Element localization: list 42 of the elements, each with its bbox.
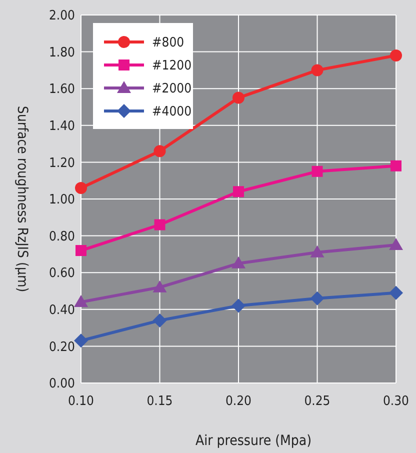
point: [233, 186, 244, 198]
x-tick-label: 0.30: [382, 394, 410, 409]
y-tick-label: 0.40: [48, 302, 75, 318]
point: [311, 64, 324, 76]
legend-label: #800: [152, 36, 184, 51]
y-tick-label: 0.00: [48, 376, 75, 392]
point: [389, 238, 403, 250]
x-axis-title: Air pressure (Mpa): [195, 433, 312, 449]
point: [74, 295, 88, 308]
legend-label: #2000: [152, 82, 192, 97]
x-tick-label: 0.15: [146, 394, 173, 409]
y-tick-label: 0.80: [48, 229, 75, 244]
y-tick-label: 1.00: [48, 192, 75, 208]
y-tick-label: 1.40: [48, 118, 75, 134]
point: [390, 49, 402, 62]
point: [152, 313, 167, 328]
point: [74, 334, 88, 348]
x-tick-label: 0.25: [304, 394, 330, 409]
legend-label: #1200: [152, 58, 192, 74]
point: [76, 245, 86, 256]
point: [389, 286, 403, 300]
x-tick-label: 0.20: [225, 394, 252, 409]
point: [154, 219, 166, 230]
point: [152, 280, 167, 292]
point: [390, 160, 402, 172]
legend-label: #4000: [152, 104, 192, 120]
y-tick-label: 1.20: [48, 156, 75, 171]
y-tick-label: 0.20: [48, 340, 75, 355]
y-tick-label: 0.60: [48, 266, 75, 282]
point: [75, 182, 87, 194]
point: [310, 245, 324, 258]
point: [232, 256, 246, 268]
point: [310, 291, 324, 306]
point: [232, 92, 244, 104]
point: [312, 166, 323, 177]
point: [154, 145, 166, 158]
y-tick-label: 1.80: [48, 45, 75, 60]
point: [232, 298, 246, 313]
x-tick-label: 0.10: [68, 394, 94, 409]
y-tick-label: 1.60: [48, 82, 75, 98]
y-tick-label: 2.00: [48, 8, 75, 24]
y-axis-title: Surface roughness RzJIS (μm): [14, 106, 30, 292]
